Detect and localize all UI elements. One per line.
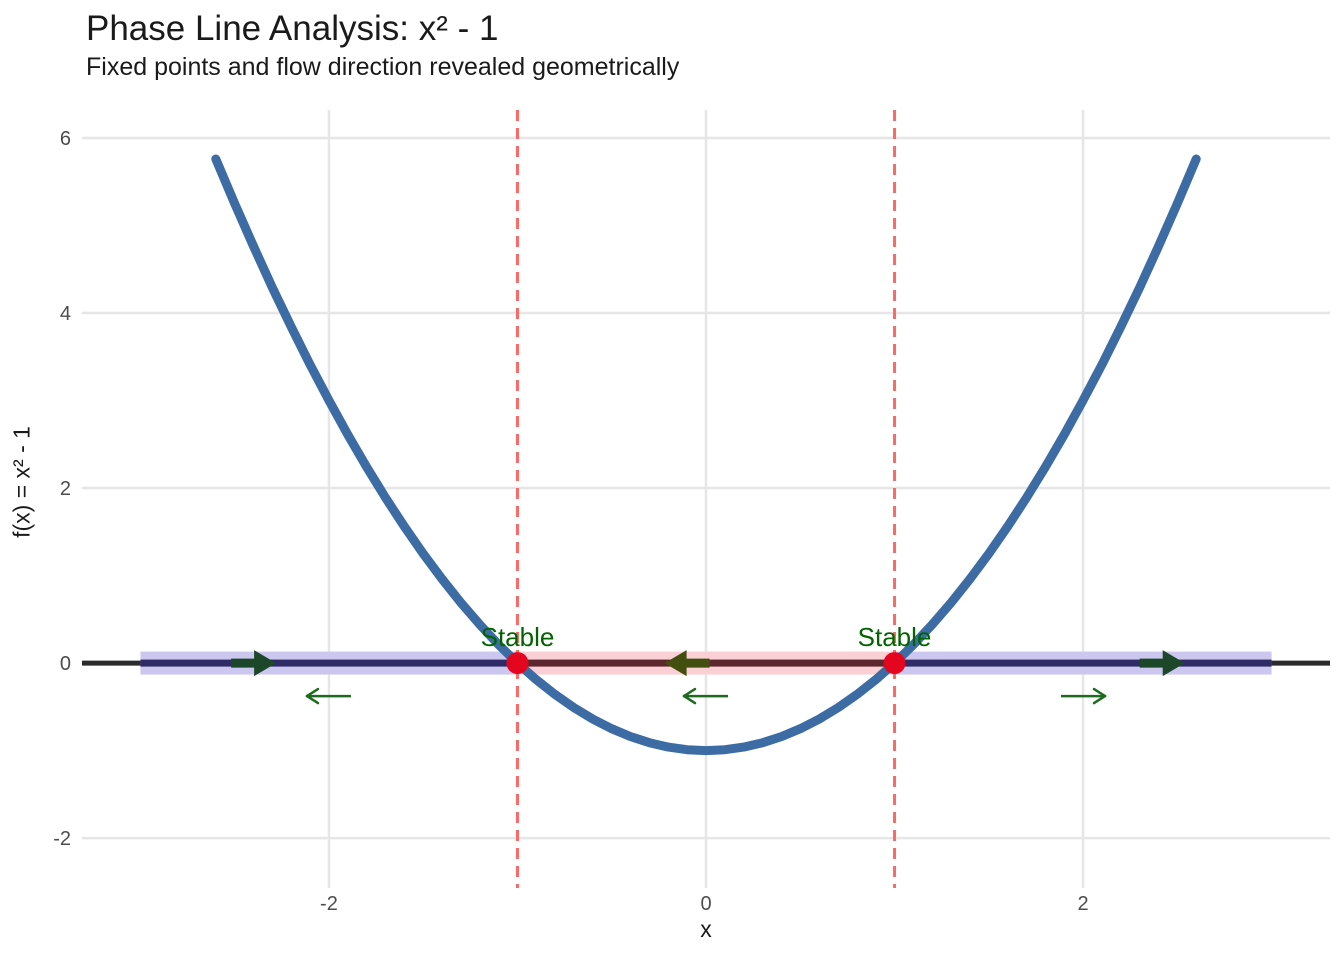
small-flow-arrow-head <box>305 687 320 698</box>
x-tick-label: 0 <box>700 893 711 915</box>
fixed-point-label: Stable <box>481 622 555 652</box>
small-flow-arrow-head <box>682 694 697 705</box>
y-tick-label: 0 <box>60 653 71 675</box>
curve-path <box>211 154 1201 756</box>
small-flow-arrow-head <box>305 694 320 705</box>
big-flow-arrow <box>1139 650 1185 677</box>
fixed-point-dot <box>883 652 906 675</box>
flow-core <box>140 659 518 667</box>
small-flow-arrow-head <box>682 687 697 698</box>
big-flow-arrow <box>664 650 710 677</box>
y-tick-label: 6 <box>60 128 71 150</box>
y-tick-label: -2 <box>53 828 71 850</box>
y-tick-label: 4 <box>60 303 71 325</box>
y-tick-label: 2 <box>60 478 71 500</box>
big-flow-arrow <box>231 650 277 677</box>
fixed-point-label: Stable <box>858 622 932 652</box>
chart-title: Phase Line Analysis: x² - 1 <box>86 9 499 48</box>
x-tick-label: -2 <box>320 893 338 915</box>
small-flow-arrow-head <box>1092 687 1107 698</box>
flow-core <box>894 659 1272 667</box>
x-axis-title: x <box>700 916 712 942</box>
y-axis-title: f(x) = x² - 1 <box>8 426 35 538</box>
chart-subtitle: Fixed points and flow direction revealed… <box>86 53 680 81</box>
x-tick-label: 2 <box>1077 893 1088 915</box>
small-flow-arrow-head <box>1092 694 1107 705</box>
fixed-point-dot <box>506 652 529 675</box>
